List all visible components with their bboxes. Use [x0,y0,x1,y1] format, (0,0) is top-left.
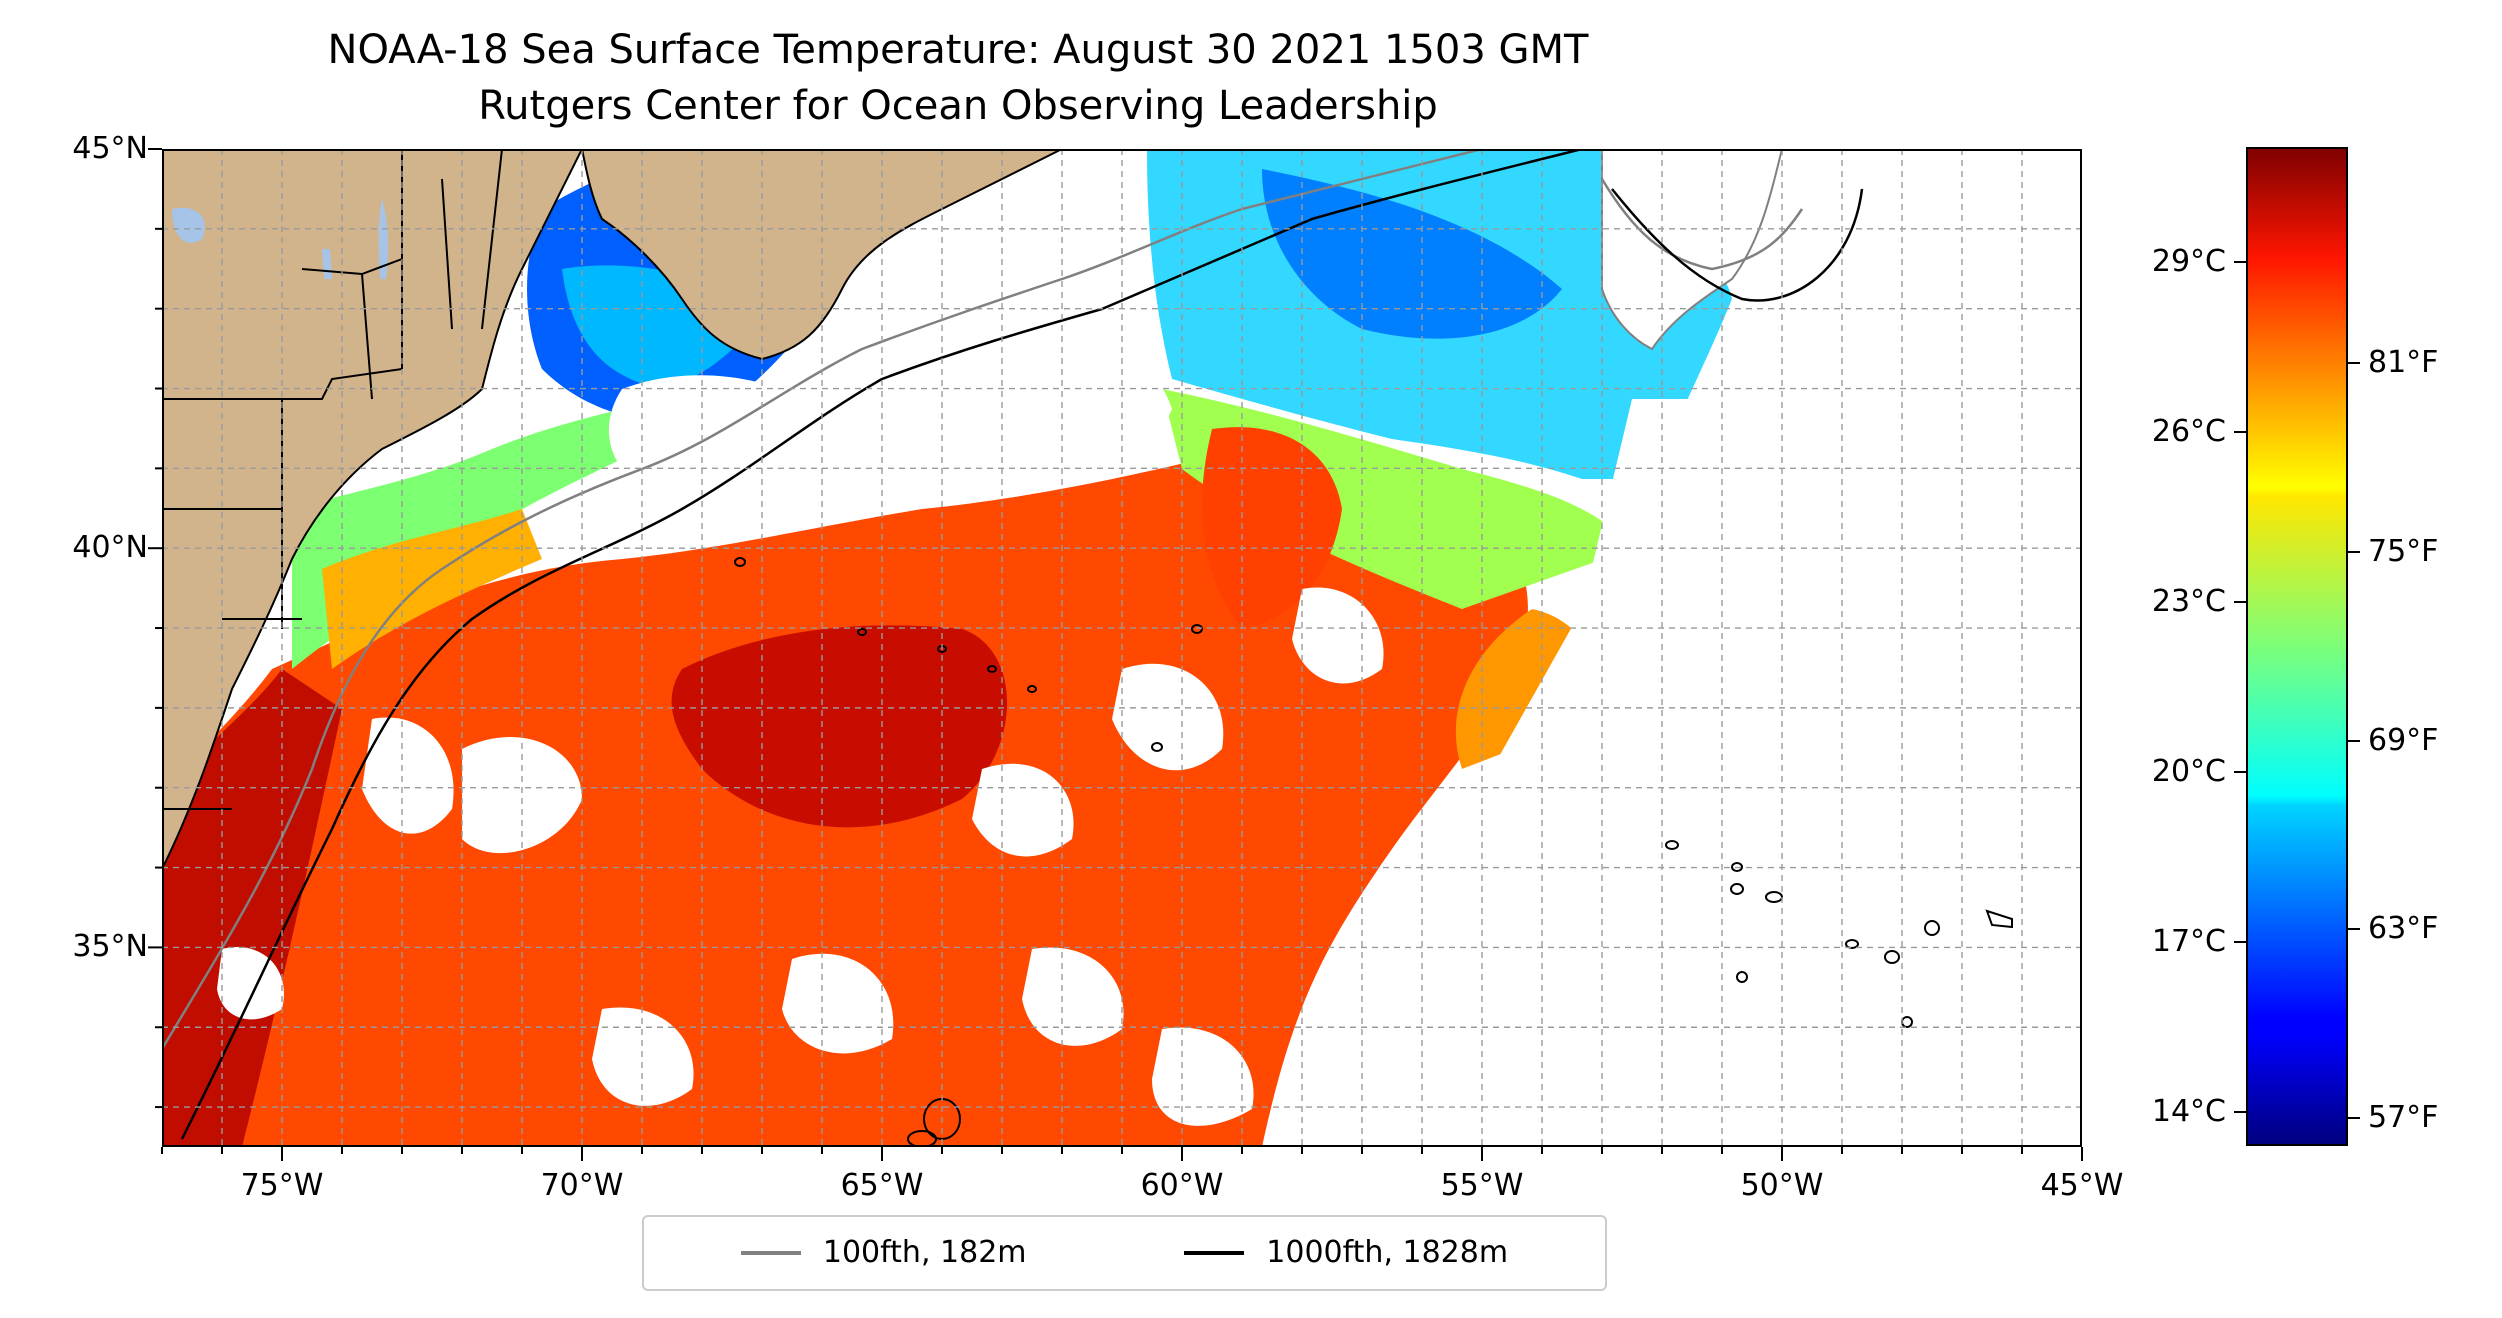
lon-tick-label: 75°W [240,1168,324,1203]
legend-label-1000fth: 1000fth, 1828m [1266,1235,1509,1270]
nova-scotia-shelf [1601,149,1784,351]
lat-tick-label: 45°N [72,131,148,166]
lat-tick-label: 40°N [72,530,148,566]
sst-slope-transition [322,509,542,669]
colorbar-tick [2348,1117,2360,1120]
fahrenheit-tick-label: 75°F [2368,533,2439,569]
colorbar-tick [2234,941,2246,944]
lon-tick-label: 50°W [1740,1168,1824,1203]
legend-entry-100fth: 100fth, 182m [740,1235,1027,1270]
legend: 100fth, 182m 1000fth, 1828m [642,1215,1607,1291]
legend-swatch-100fth [740,1251,801,1255]
colorbar-tick [2234,771,2246,774]
title-line-2: Rutgers Center for Ocean Observing Leade… [478,83,1438,129]
colorbar-tick [2234,601,2246,604]
fahrenheit-tick-label: 69°F [2368,722,2439,758]
legend-swatch-1000fth [1184,1251,1245,1255]
fahrenheit-tick-label: 63°F [2368,911,2439,947]
celsius-tick-label: 26°C [2151,414,2226,450]
lon-tick-label: 70°W [540,1168,624,1203]
gridlines [162,149,2082,1147]
lon-tick-label: 65°W [840,1168,924,1203]
colorbar-tick [2348,739,2360,742]
celsius-tick-label: 14°C [2151,1094,2226,1129]
sst-warm-eddy [1202,427,1342,629]
celsius-tick-label: 20°C [2151,754,2226,790]
celsius-tick-label: 29°C [2151,244,2226,280]
legend-label-100fth: 100fth, 182m [822,1235,1027,1270]
title-line-1: NOAA-18 Sea Surface Temperature: August … [327,27,1589,73]
bathymetry-100fth [162,149,1483,1050]
sst-map [148,148,2083,1161]
colorbar-tick [2348,362,2360,364]
land-mass [162,149,584,870]
colorbar-tick [2234,261,2246,264]
lon-tick-label: 45°W [2040,1168,2124,1203]
swath-outside-region [1374,399,2082,1147]
lakes [172,199,389,279]
colorbar-tick [2234,1111,2246,1113]
map-ticks [148,148,2083,1161]
celsius-tick-label: 23°C [2151,584,2226,620]
sst-hot-core [671,625,1007,828]
fahrenheit-tick-label: 81°F [2368,345,2439,380]
fahrenheit-tick-label: 57°F [2368,1100,2439,1136]
colorbar [2246,147,2348,1146]
map-svg [148,148,2083,1161]
legend-entry-1000fth: 1000fth, 1828m [1184,1236,1508,1270]
map-frame [162,149,2082,1147]
colorbar-tick [2348,928,2360,931]
lon-tick-label: 55°W [1440,1168,1524,1203]
lon-tick-label: 60°W [1140,1168,1224,1203]
cloud-gaps [217,341,1384,1126]
colorbar-tick [2234,431,2246,434]
lat-tick-label: 35°N [72,929,148,965]
celsius-tick-label: 17°C [2151,924,2226,960]
colorbar-tick [2348,550,2360,553]
